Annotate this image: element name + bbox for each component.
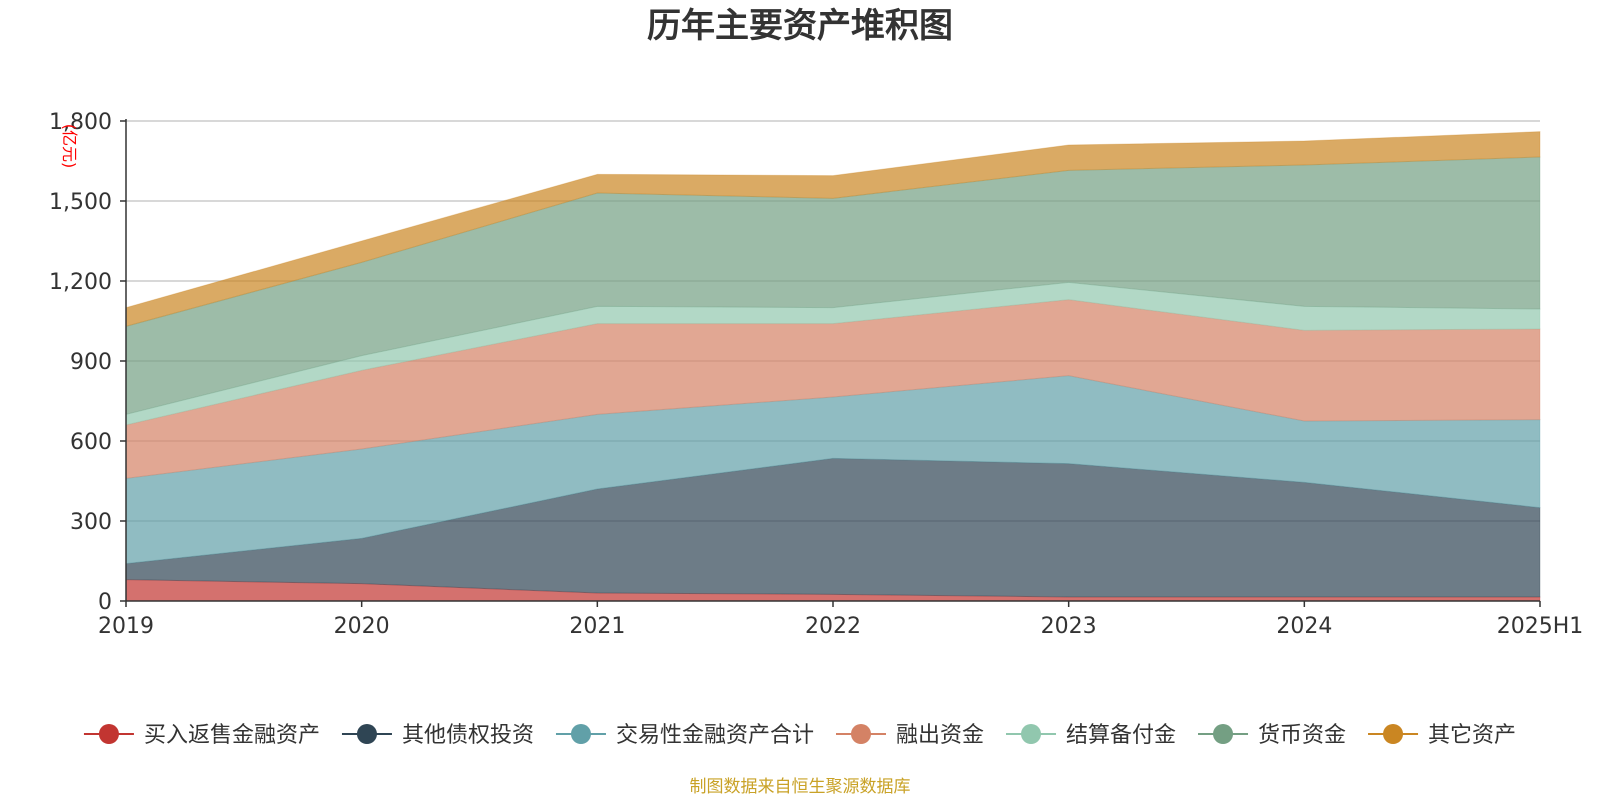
legend-marker-icon	[356, 724, 377, 744]
y-tick-label: 600	[70, 430, 112, 455]
y-tick-label: 300	[70, 510, 112, 535]
legend-label: 买入返售金融资产	[144, 723, 320, 748]
y-tick-label: 0	[98, 590, 112, 615]
x-tick-label: 2019	[98, 614, 154, 639]
legend: 买入返售金融资产 其他债权投资 交易性金融资产合计 融出资金 结算备付金 货币资金 其它资产	[83, 723, 1516, 748]
y-tick-label: 1,500	[49, 190, 112, 215]
legend-item-2: 其他债权投资	[341, 723, 534, 748]
legend-item-3: 交易性金融资产合计	[555, 723, 814, 748]
x-tick-label: 2025H1	[1497, 614, 1584, 639]
area-series-4	[125, 299, 1541, 479]
legend-marker-icon	[1213, 724, 1234, 744]
legend-marker-icon	[98, 724, 119, 744]
source-note: 制图数据来自恒生聚源数据库	[690, 777, 911, 797]
y-tick-label: 1,200	[49, 270, 112, 295]
legend-label: 其它资产	[1428, 723, 1516, 748]
x-tick-label: 2023	[1041, 614, 1097, 639]
legend-marker-icon	[1021, 724, 1042, 744]
x-tick-label: 2024	[1276, 614, 1332, 639]
y-axis-unit-label: (亿元)	[60, 124, 79, 169]
x-tick-label: 2020	[334, 614, 390, 639]
legend-item-1: 买入返售金融资产	[83, 723, 320, 748]
legend-item-6: 货币资金	[1198, 723, 1346, 748]
legend-marker-icon	[570, 724, 591, 744]
legend-label: 结算备付金	[1066, 723, 1176, 748]
y-tick-label: 900	[70, 350, 112, 375]
chart-title: 历年主要资产堆积图	[647, 6, 953, 46]
x-tick-label: 2022	[805, 614, 861, 639]
legend-marker-icon	[850, 724, 871, 744]
legend-label: 交易性金融资产合计	[616, 723, 814, 748]
legend-marker-icon	[1383, 724, 1404, 744]
x-tick-label: 2021	[569, 614, 625, 639]
area-series-7	[125, 131, 1541, 327]
legend-label: 其他债权投资	[402, 723, 534, 748]
area-layer	[125, 131, 1541, 602]
y-tick-label: 1,800	[49, 110, 112, 135]
legend-label: 货币资金	[1258, 723, 1346, 748]
legend-item-4: 融出资金	[835, 723, 984, 748]
axis-layer: 0 300 600 900 1,200 1,500 1,800 2019 2020 2021 202…	[49, 110, 1583, 639]
legend-item-5: 结算备付金	[1006, 723, 1176, 748]
legend-item-7: 其它资产	[1368, 723, 1516, 748]
legend-label: 融出资金	[896, 723, 984, 748]
